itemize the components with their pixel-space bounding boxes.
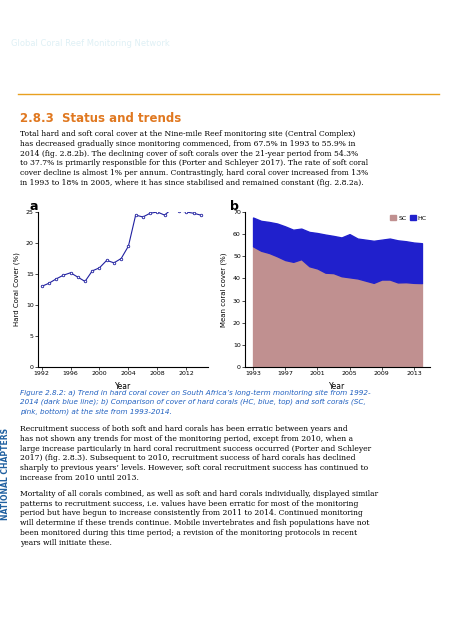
Text: Recruitment success of both soft and hard corals has been erratic between years : Recruitment success of both soft and har… — [20, 425, 348, 433]
Text: NATIONAL CHAPTERS: NATIONAL CHAPTERS — [1, 428, 10, 520]
Text: has not shown any trends for most of the monitoring period, except from 2010, wh: has not shown any trends for most of the… — [20, 435, 353, 443]
X-axis label: Year: Year — [329, 381, 346, 391]
Text: in 1993 to 18% in 2005, where it has since stabilised and remained constant (fig: in 1993 to 18% in 2005, where it has sin… — [20, 179, 364, 187]
X-axis label: Year: Year — [115, 381, 131, 391]
Text: sharply to previous years’ levels. However, soft coral recruitment success has c: sharply to previous years’ levels. Howev… — [20, 464, 368, 472]
Text: has decreased gradually since monitoring commenced, from 67.5% in 1993 to 55.9% : has decreased gradually since monitoring… — [20, 140, 356, 148]
Text: a: a — [29, 200, 38, 212]
Text: large increase particularly in hard coral recruitment success occurred (Porter a: large increase particularly in hard cora… — [20, 445, 371, 452]
Y-axis label: Hard Coral Cover (%): Hard Coral Cover (%) — [14, 253, 20, 326]
Text: Mortality of all corals combined, as well as soft and hard corals individually, : Mortality of all corals combined, as wel… — [20, 490, 378, 498]
Text: been monitored during this time period; a revision of the monitoring protocols i: been monitored during this time period; … — [20, 529, 357, 537]
Text: b: b — [230, 200, 239, 212]
Text: 2014 (fig. 2.8.2b). The declining cover of soft corals over the 21-year period f: 2014 (fig. 2.8.2b). The declining cover … — [20, 150, 358, 157]
Legend: SC, HC: SC, HC — [390, 215, 427, 221]
Text: 2014 (dark blue line); b) Comparison of cover of hard corals (HC, blue, top) and: 2014 (dark blue line); b) Comparison of … — [20, 399, 366, 405]
Text: to 37.7% is primarily responsible for this (Porter and Schleyer 2017). The rate : to 37.7% is primarily responsible for th… — [20, 159, 368, 168]
Text: pink, bottom) at the site from 1993-2014.: pink, bottom) at the site from 1993-2014… — [20, 408, 172, 415]
Y-axis label: Mean coral cover (%): Mean coral cover (%) — [221, 252, 227, 327]
Text: will determine if these trends continue. Mobile invertebrates and fish populatio: will determine if these trends continue.… — [20, 519, 369, 527]
Text: cover decline is almost 1% per annum. Contrastingly, hard coral cover increased : cover decline is almost 1% per annum. Co… — [20, 169, 368, 177]
Text: period but have begun to increase consistently from 2011 to 2014. Continued moni: period but have begun to increase consis… — [20, 509, 363, 517]
Text: Global Coral Reef Monitoring Network: Global Coral Reef Monitoring Network — [11, 38, 170, 47]
Text: 2.8.3  Status and trends: 2.8.3 Status and trends — [20, 112, 181, 125]
Text: 2017) (fig. 2.8.3). Subsequent to 2010, recruitment success of hard corals has d: 2017) (fig. 2.8.3). Subsequent to 2010, … — [20, 454, 356, 462]
Text: 124: 124 — [19, 624, 44, 637]
Text: Figure 2.8.2: a) Trend in hard coral cover on South Africa’s long-term monitorin: Figure 2.8.2: a) Trend in hard coral cov… — [20, 389, 371, 396]
Text: increase from 2010 until 2013.: increase from 2010 until 2013. — [20, 474, 139, 482]
Text: years will initiate these.: years will initiate these. — [20, 539, 112, 547]
Text: Total hard and soft coral cover at the Nine-mile Reef monitoring site (Central C: Total hard and soft coral cover at the N… — [20, 130, 355, 138]
Text: Coral reef status report for the Western Indian Ocean (2017): Coral reef status report for the Western… — [11, 15, 370, 26]
Text: patterns to recruitment success, i.e. values have been erratic for most of the m: patterns to recruitment success, i.e. va… — [20, 500, 358, 508]
